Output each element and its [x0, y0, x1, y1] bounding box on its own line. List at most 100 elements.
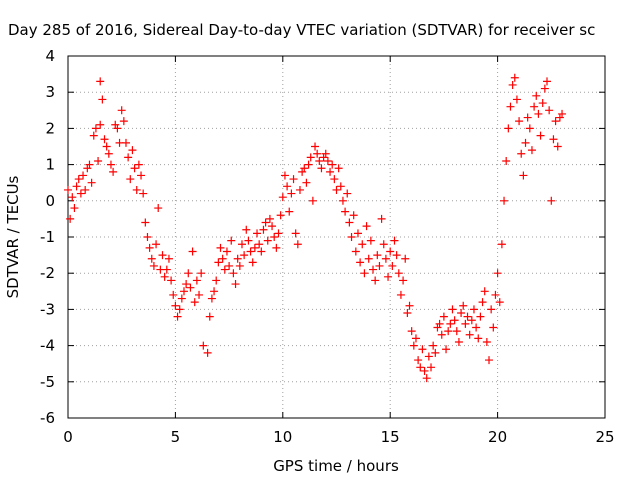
data-point-marker — [126, 175, 135, 184]
data-point-marker — [175, 305, 184, 314]
data-point-marker — [334, 164, 343, 173]
data-point-marker — [358, 240, 367, 249]
data-point-marker — [319, 153, 328, 162]
data-points — [64, 73, 567, 383]
data-point-marker — [388, 261, 397, 270]
data-point-marker — [265, 214, 274, 223]
data-point-marker — [377, 214, 386, 223]
data-point-marker — [149, 261, 158, 270]
data-point-marker — [543, 77, 552, 86]
data-point-marker — [491, 290, 500, 299]
data-point-marker — [104, 149, 113, 158]
x-tick-label: 15 — [381, 428, 400, 446]
data-point-marker — [474, 334, 483, 343]
data-point-marker — [405, 301, 414, 310]
data-point-marker — [495, 298, 504, 307]
data-point-marker — [203, 348, 212, 357]
data-point-marker — [248, 258, 257, 267]
data-point-marker — [317, 164, 326, 173]
data-point-marker — [244, 236, 253, 245]
data-point-marker — [102, 142, 111, 151]
y-tick-label: 1 — [45, 156, 55, 174]
data-point-marker — [416, 363, 425, 372]
data-point-marker — [510, 73, 519, 82]
data-point-marker — [459, 301, 468, 310]
data-point-marker — [205, 312, 214, 321]
x-axis-label: GPS time / hours — [273, 457, 399, 475]
data-point-marker — [231, 280, 240, 289]
data-point-marker — [332, 185, 341, 194]
data-point-marker — [124, 153, 133, 162]
data-point-marker — [407, 327, 416, 336]
data-point-marker — [442, 345, 451, 354]
data-point-marker — [463, 312, 472, 321]
data-point-marker — [465, 330, 474, 339]
y-tick-label: -5 — [40, 373, 55, 391]
data-point-marker — [500, 196, 509, 205]
data-point-marker — [364, 254, 373, 263]
data-point-marker — [246, 247, 255, 256]
data-point-marker — [100, 135, 109, 144]
data-point-marker — [527, 146, 536, 155]
data-point-marker — [356, 258, 365, 267]
data-point-marker — [547, 196, 556, 205]
y-tick-label: -6 — [40, 409, 55, 427]
data-point-marker — [392, 251, 401, 260]
data-point-marker — [414, 356, 423, 365]
data-point-marker — [390, 236, 399, 245]
data-point-marker — [199, 341, 208, 350]
data-point-marker — [212, 276, 221, 285]
data-point-marker — [411, 334, 420, 343]
data-point-marker — [237, 240, 246, 249]
data-point-marker — [222, 247, 231, 256]
data-point-marker — [268, 222, 277, 231]
y-tick-label: -3 — [40, 300, 55, 318]
data-point-marker — [306, 153, 315, 162]
data-point-marker — [96, 77, 105, 86]
data-point-marker — [295, 185, 304, 194]
data-point-marker — [424, 352, 433, 361]
data-point-marker — [506, 102, 515, 111]
y-tick-label: 0 — [45, 192, 55, 210]
data-point-marker — [351, 247, 360, 256]
data-point-marker — [467, 316, 476, 325]
data-point-marker — [152, 240, 161, 249]
data-point-marker — [229, 269, 238, 278]
data-point-marker — [512, 95, 521, 104]
data-point-marker — [113, 124, 122, 133]
data-point-marker — [186, 283, 195, 292]
data-point-marker — [482, 337, 491, 346]
data-point-marker — [431, 348, 440, 357]
data-point-marker — [283, 182, 292, 191]
data-point-marker — [379, 240, 388, 249]
data-point-marker — [287, 189, 296, 198]
data-point-marker — [68, 193, 77, 202]
data-point-marker — [240, 251, 249, 260]
data-point-marker — [454, 337, 463, 346]
data-point-marker — [253, 229, 262, 238]
data-point-marker — [250, 243, 259, 252]
data-point-marker — [119, 117, 128, 126]
data-point-marker — [349, 211, 358, 220]
data-point-marker — [139, 189, 148, 198]
data-point-marker — [437, 330, 446, 339]
data-point-marker — [336, 182, 345, 191]
data-point-marker — [345, 218, 354, 227]
data-point-marker — [167, 276, 176, 285]
data-point-marker — [255, 240, 264, 249]
data-point-marker — [173, 312, 182, 321]
data-point-marker — [558, 109, 567, 118]
data-point-marker — [81, 185, 90, 194]
y-tick-label: 2 — [45, 119, 55, 137]
data-point-marker — [220, 265, 229, 274]
data-point-marker — [235, 261, 244, 270]
data-point-marker — [169, 290, 178, 299]
data-point-marker — [72, 182, 81, 191]
data-point-marker — [302, 178, 311, 187]
data-point-marker — [89, 131, 98, 140]
chart-title: Day 285 of 2016, Sidereal Day-to-day VTE… — [8, 21, 595, 39]
data-point-marker — [489, 323, 498, 332]
data-point-marker — [293, 240, 302, 249]
data-point-marker — [278, 193, 287, 202]
data-point-marker — [362, 222, 371, 231]
